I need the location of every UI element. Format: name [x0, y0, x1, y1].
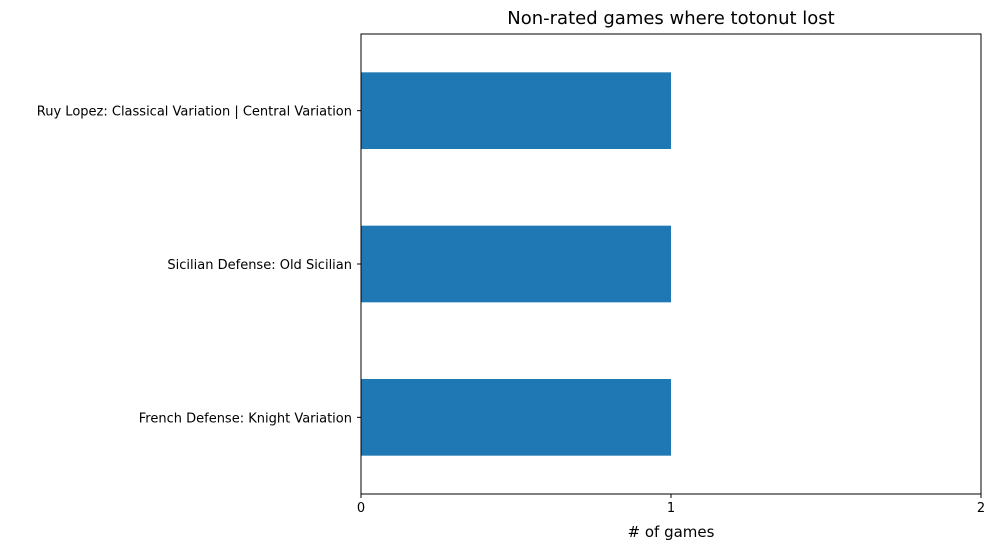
x-tick-label: 1	[667, 501, 675, 516]
bar	[361, 379, 671, 456]
plot-frame	[360, 33, 982, 495]
y-tick-label: French Defense: Knight Variation	[139, 411, 352, 426]
x-axis-label: # of games	[628, 523, 715, 541]
chart-title: Non-rated games where totonut lost	[507, 8, 834, 29]
y-tick-label: Ruy Lopez: Classical Variation | Central…	[37, 105, 352, 120]
bar	[361, 225, 671, 303]
bar	[361, 72, 671, 149]
plot-area: Ruy Lopez: Classical Variation | Central…	[37, 72, 985, 516]
x-tick-label: 0	[357, 501, 365, 516]
x-tick-label: 2	[977, 501, 985, 516]
y-tick-label: Sicilian Defense: Old Sicilian	[167, 258, 352, 273]
